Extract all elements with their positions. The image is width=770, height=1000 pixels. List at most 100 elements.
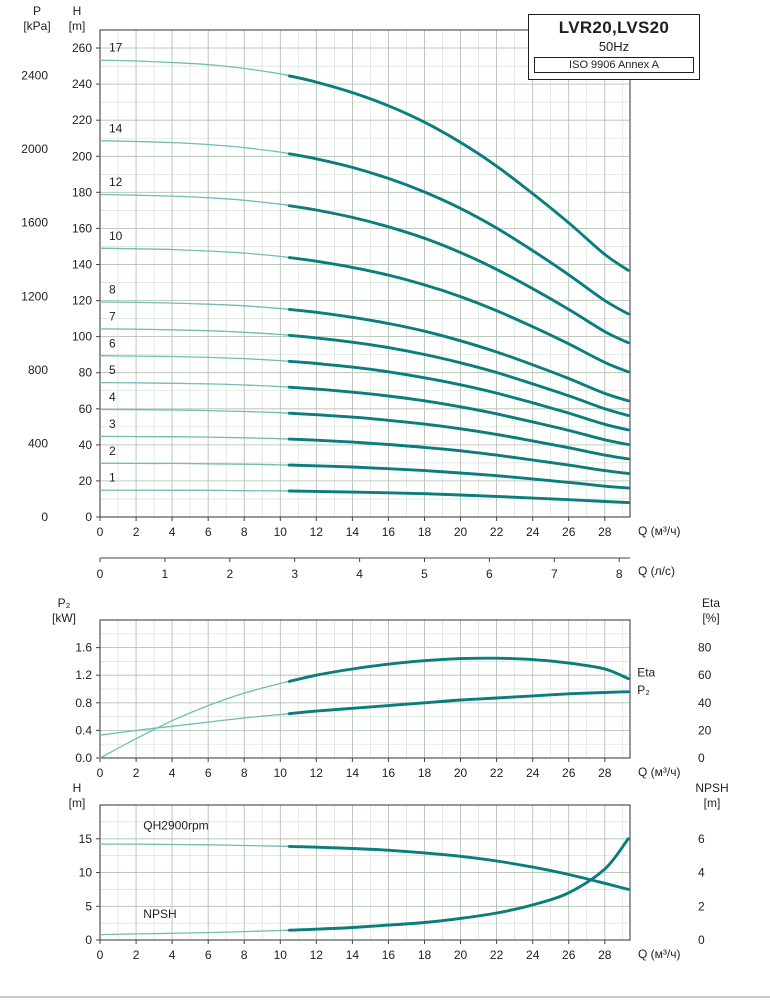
- y-tick-label: 200: [72, 149, 92, 163]
- stage-6-label: 6: [109, 336, 116, 350]
- y-tick-label: 20: [79, 474, 93, 488]
- qh-2900rpm-curve-label: QH2900rpm: [143, 818, 208, 832]
- stage-5-label: 5: [109, 363, 116, 377]
- y-tick-label: 15: [79, 832, 93, 846]
- stage-6: [287, 359, 630, 432]
- x-tick-label: 26: [562, 948, 576, 962]
- efficiency-axis-unit: [%]: [702, 611, 720, 625]
- npsh-axis-header: NPSH [m]: [684, 781, 740, 811]
- stage-5: [287, 385, 630, 446]
- stage-7-thin-segment: [99, 328, 290, 336]
- power-axis-header: P₂ [kW]: [42, 596, 86, 626]
- x-tick-label: 12: [310, 948, 324, 962]
- x-tick-label: 0: [97, 766, 104, 780]
- y-tick-label: 0.0: [75, 751, 92, 765]
- pressure-axis-unit: [kPa]: [23, 19, 51, 33]
- x-tick-label: 20: [454, 525, 468, 539]
- x2-tick-label: 6: [486, 567, 493, 581]
- stage-14-label: 14: [109, 121, 123, 135]
- x-tick-label: 20: [454, 948, 468, 962]
- x-tick-label: 4: [169, 948, 176, 962]
- x-tick-label: 10: [274, 525, 288, 539]
- eta-curve-label: Eta: [637, 666, 655, 680]
- p2-curve-label: P₂: [637, 683, 650, 697]
- stage-1-thin-segment: [100, 489, 290, 492]
- stage-4: [287, 411, 630, 461]
- head-axis-unit: [m]: [68, 19, 86, 33]
- npsh-axis-symbol: NPSH: [695, 781, 729, 795]
- main-flow-axis-unit: Q (м³/ч): [638, 524, 681, 538]
- p-tick-label: 400: [28, 436, 48, 450]
- stage-3: [287, 437, 630, 475]
- x-tick-label: 22: [490, 948, 504, 962]
- x-tick-label: 20: [454, 766, 468, 780]
- y2-tick-label: 20: [698, 723, 712, 737]
- x-tick-label: 2: [133, 525, 140, 539]
- stage-17-thin-segment: [99, 59, 290, 77]
- eta-curve-thin-segment: [99, 680, 290, 759]
- x-tick-label: 8: [241, 766, 248, 780]
- stage-17: [287, 74, 630, 272]
- x-tick-label: 22: [490, 766, 504, 780]
- x-tick-label: 24: [526, 948, 540, 962]
- iso-standard-label: ISO 9906 Annex A: [569, 59, 659, 71]
- y-tick-label: 60: [79, 402, 93, 416]
- stage-12: [287, 204, 630, 345]
- p-tick-label: 0: [41, 510, 48, 524]
- y-tick-label: 40: [79, 438, 93, 452]
- stage-10: [287, 256, 630, 374]
- x-tick-label: 6: [205, 766, 212, 780]
- stage-3-thin-segment: [99, 435, 290, 440]
- p-tick-label: 2000: [21, 142, 48, 156]
- y-tick-label: 0.8: [75, 696, 92, 710]
- stage-8-thin-segment: [99, 301, 290, 311]
- x-tick-label: 4: [169, 766, 176, 780]
- p2-curve-thin-segment: [99, 713, 290, 736]
- x-tick-label: 12: [310, 525, 324, 539]
- y-tick-label: 1.2: [75, 668, 92, 682]
- x-tick-label: 24: [526, 766, 540, 780]
- npsh-curve: [287, 837, 630, 932]
- x-tick-label: 18: [418, 948, 432, 962]
- x-tick-label: 8: [241, 525, 248, 539]
- main-head-axis-header: H [m]: [60, 4, 94, 34]
- y2-tick-label: 60: [698, 668, 712, 682]
- npsh-axis-unit: [m]: [703, 796, 721, 810]
- y-tick-label: 120: [72, 294, 92, 308]
- qh-2900rpm-curve: [287, 844, 630, 891]
- p2-curve: [287, 690, 630, 716]
- x-tick-label: 26: [562, 766, 576, 780]
- x-tick-label: 6: [205, 948, 212, 962]
- x2-tick-label: 2: [226, 567, 233, 581]
- y-tick-label: 0: [85, 510, 92, 524]
- stage-12-label: 12: [109, 175, 123, 189]
- qh-2900rpm-curve-thin-segment: [100, 843, 290, 848]
- x2-tick-label: 5: [421, 567, 428, 581]
- y2-tick-label: 4: [698, 866, 705, 880]
- y-tick-label: 10: [79, 866, 93, 880]
- x-tick-label: 16: [382, 766, 396, 780]
- x-tick-label: 26: [562, 525, 576, 539]
- npsh-head-axis-symbol: H: [72, 781, 82, 795]
- stage-10-thin-segment: [99, 247, 290, 259]
- stage-14: [287, 152, 630, 316]
- x-tick-label: 14: [346, 948, 360, 962]
- npsh-curve-label: NPSH: [143, 907, 176, 921]
- stage-4-thin-segment: [99, 408, 290, 414]
- y-tick-label: 240: [72, 77, 92, 91]
- npsh-curve-thin-segment: [99, 929, 290, 936]
- y2-tick-label: 40: [698, 696, 712, 710]
- frequency-label: 50Hz: [598, 39, 630, 54]
- stage-8: [287, 307, 630, 403]
- x-tick-label: 16: [382, 948, 396, 962]
- stage-6-thin-segment: [99, 355, 290, 362]
- stage-1: [287, 489, 630, 505]
- p-tick-label: 1200: [21, 289, 48, 303]
- y2-tick-label: 0: [698, 751, 705, 765]
- y-tick-label: 260: [72, 41, 92, 55]
- stage-8-label: 8: [109, 283, 116, 297]
- stage-2: [287, 463, 630, 490]
- y-tick-label: 0: [85, 933, 92, 947]
- stage-7: [287, 333, 630, 417]
- x2-tick-label: 7: [551, 567, 558, 581]
